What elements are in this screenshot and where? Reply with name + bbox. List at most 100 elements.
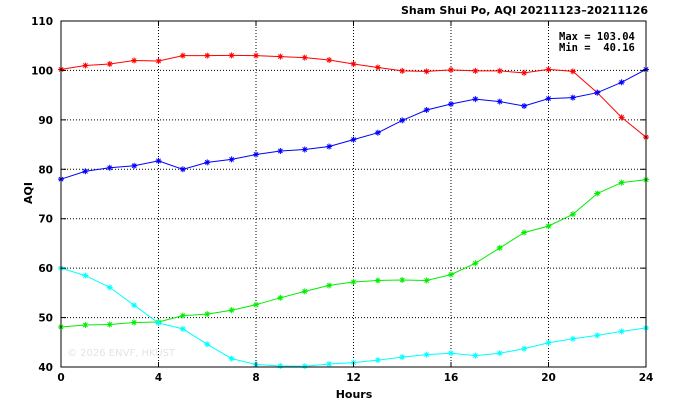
data-point: [179, 312, 186, 319]
data-point: [204, 341, 211, 348]
data-point: [350, 136, 357, 143]
data-point: [618, 79, 625, 86]
data-point: [472, 352, 479, 359]
data-point: [326, 282, 333, 289]
data-point: [106, 321, 113, 328]
data-point: [472, 96, 479, 103]
data-point: [228, 355, 235, 362]
min-annotation: Min = 40.16: [559, 42, 635, 54]
data-point: [131, 162, 138, 169]
data-point: [326, 361, 333, 368]
data-point: [545, 339, 552, 346]
data-point: [448, 350, 454, 357]
data-point: [253, 301, 259, 308]
data-point: [204, 311, 211, 318]
grid-lines: [61, 21, 646, 367]
data-point: [82, 272, 89, 279]
data-point: [131, 302, 138, 309]
data-point: [277, 294, 284, 301]
data-point: [594, 332, 601, 339]
data-point: [569, 335, 576, 342]
data-point: [82, 62, 89, 69]
data-point: [496, 244, 503, 251]
y-tick-label: 80: [38, 164, 53, 176]
data-point: [350, 61, 357, 68]
data-point: [301, 288, 308, 295]
y-tick-label: 40: [38, 362, 53, 374]
data-point: [496, 350, 503, 357]
y-tick-label: 60: [38, 263, 53, 275]
y-axis-label: AQI: [22, 182, 35, 204]
data-point: [594, 190, 601, 197]
y-tick-label: 90: [38, 115, 53, 127]
data-point: [374, 64, 381, 71]
data-point: [179, 52, 186, 59]
x-tick-label: 4: [155, 372, 162, 384]
data-point: [106, 284, 113, 291]
data-point: [423, 68, 430, 75]
data-point: [569, 211, 576, 218]
copyright-watermark: © 2026 ENVF, HKUST: [67, 348, 176, 359]
data-point: [106, 61, 113, 68]
data-point: [545, 95, 552, 102]
series-layer: [58, 52, 649, 370]
data-point: [423, 277, 430, 284]
data-point: [277, 53, 284, 60]
data-point: [423, 106, 430, 113]
x-tick-label: 20: [541, 372, 556, 384]
data-point: [326, 57, 333, 64]
data-point: [448, 66, 454, 73]
data-point: [277, 363, 284, 370]
data-point: [82, 321, 89, 328]
data-point: [521, 69, 528, 76]
data-point: [106, 164, 113, 171]
data-point: [228, 307, 235, 314]
data-point: [253, 52, 259, 59]
data-point: [350, 278, 357, 285]
data-point: [228, 156, 235, 163]
data-point: [374, 277, 381, 284]
data-point: [618, 114, 625, 121]
data-point: [204, 52, 211, 59]
data-point: [472, 260, 479, 267]
data-point: [82, 168, 89, 175]
data-point: [301, 363, 308, 370]
data-point: [374, 129, 381, 136]
data-point: [301, 54, 308, 61]
data-point: [618, 328, 625, 335]
data-point: [496, 98, 503, 105]
data-point: [131, 57, 138, 64]
data-point: [155, 320, 162, 327]
data-point: [496, 67, 503, 74]
data-point: [326, 143, 333, 150]
data-point: [618, 179, 625, 186]
data-point: [521, 103, 528, 110]
data-point: [569, 94, 576, 101]
x-axis-label: Hours: [336, 388, 373, 401]
data-point: [179, 325, 186, 332]
data-point: [545, 223, 552, 230]
data-point: [545, 66, 552, 73]
data-point: [301, 146, 308, 153]
y-tick-label: 110: [31, 16, 53, 28]
x-tick-label: 12: [346, 372, 361, 384]
y-tick-label: 70: [38, 214, 53, 226]
data-point: [423, 351, 430, 358]
data-point: [399, 354, 406, 361]
axis-ticks: 0 4 8 12 16 20 24 40 50 60 70 80 90 100 110: [31, 16, 653, 384]
data-point: [155, 157, 162, 164]
y-tick-label: 100: [31, 65, 53, 77]
y-tick-label: 50: [38, 313, 53, 325]
data-point: [179, 166, 186, 173]
data-point: [448, 271, 454, 278]
data-point: [228, 52, 235, 59]
data-point: [277, 147, 284, 154]
data-point: [399, 67, 406, 74]
chart-title: Sham Shui Po, AQI 20211123–20211126: [401, 4, 648, 17]
data-point: [448, 101, 454, 108]
data-point: [569, 68, 576, 75]
x-tick-label: 8: [252, 372, 259, 384]
x-tick-label: 24: [639, 372, 654, 384]
data-point: [594, 89, 601, 96]
